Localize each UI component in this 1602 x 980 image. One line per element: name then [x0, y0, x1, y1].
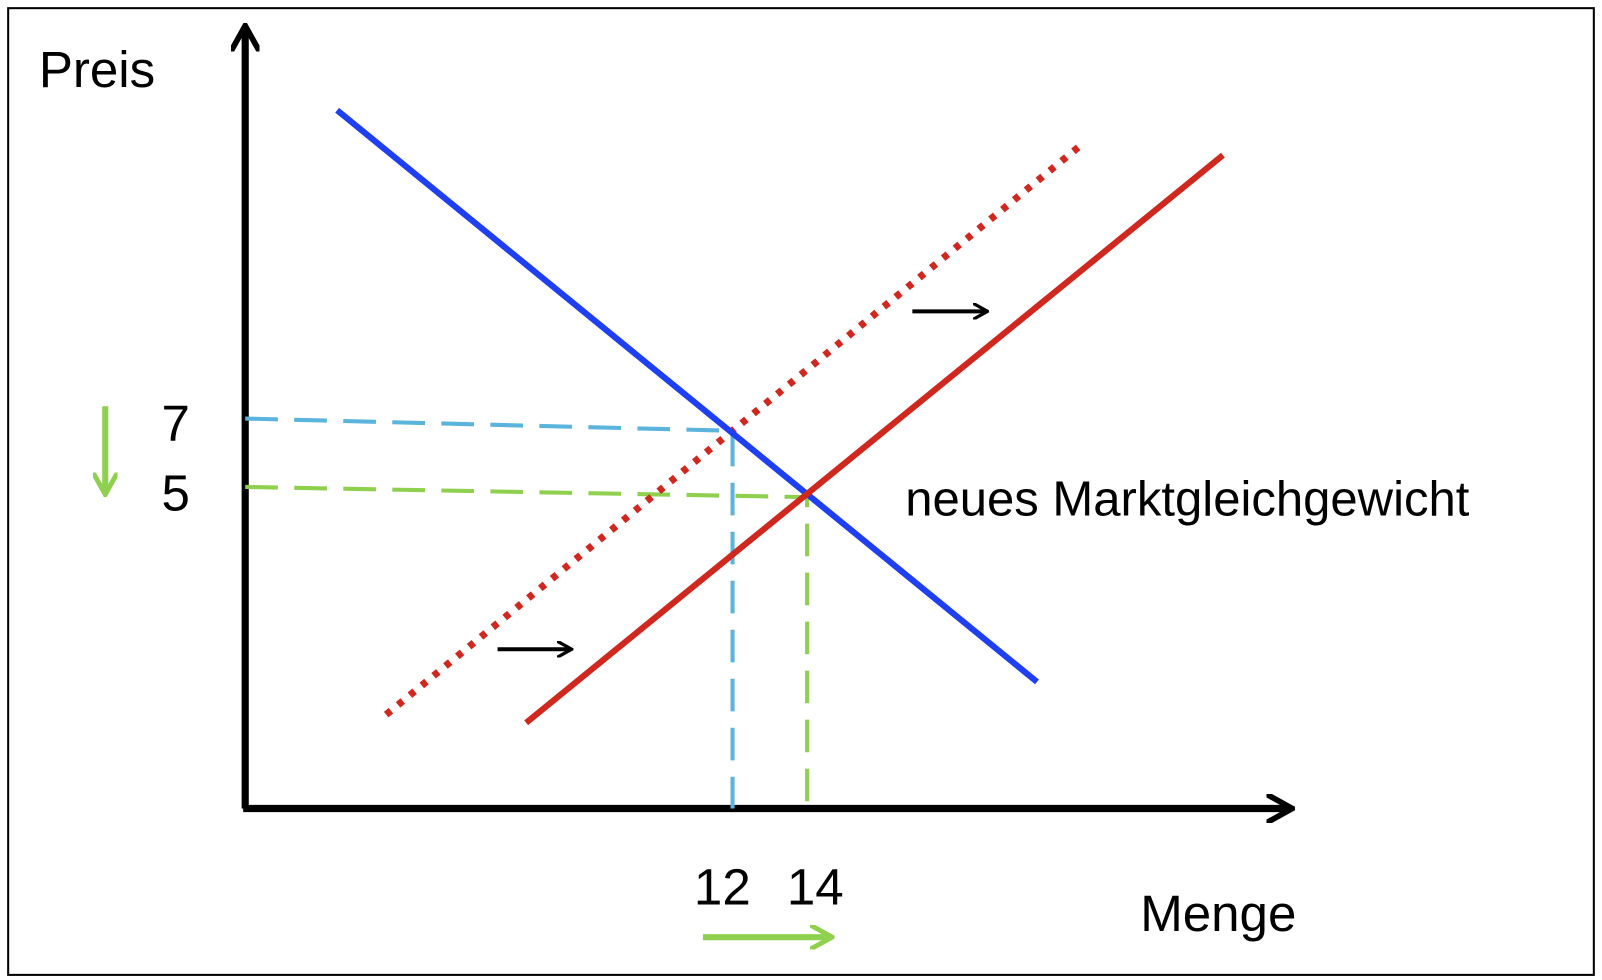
new-supply-curve [524, 152, 1225, 726]
annotation: neues Marktgleichgewicht [905, 473, 1470, 527]
quantity-tick: 14 [787, 858, 844, 915]
demand-curve [335, 107, 1039, 685]
price-tick: 7 [162, 395, 190, 452]
frame [7, 7, 1595, 976]
old-equilibrium-guide [245, 416, 735, 809]
x-axis-label: Menge [1140, 885, 1296, 942]
y-axis-label: Preis [39, 41, 155, 98]
price-tick: 5 [162, 464, 190, 521]
quantity-tick: 12 [694, 858, 751, 915]
